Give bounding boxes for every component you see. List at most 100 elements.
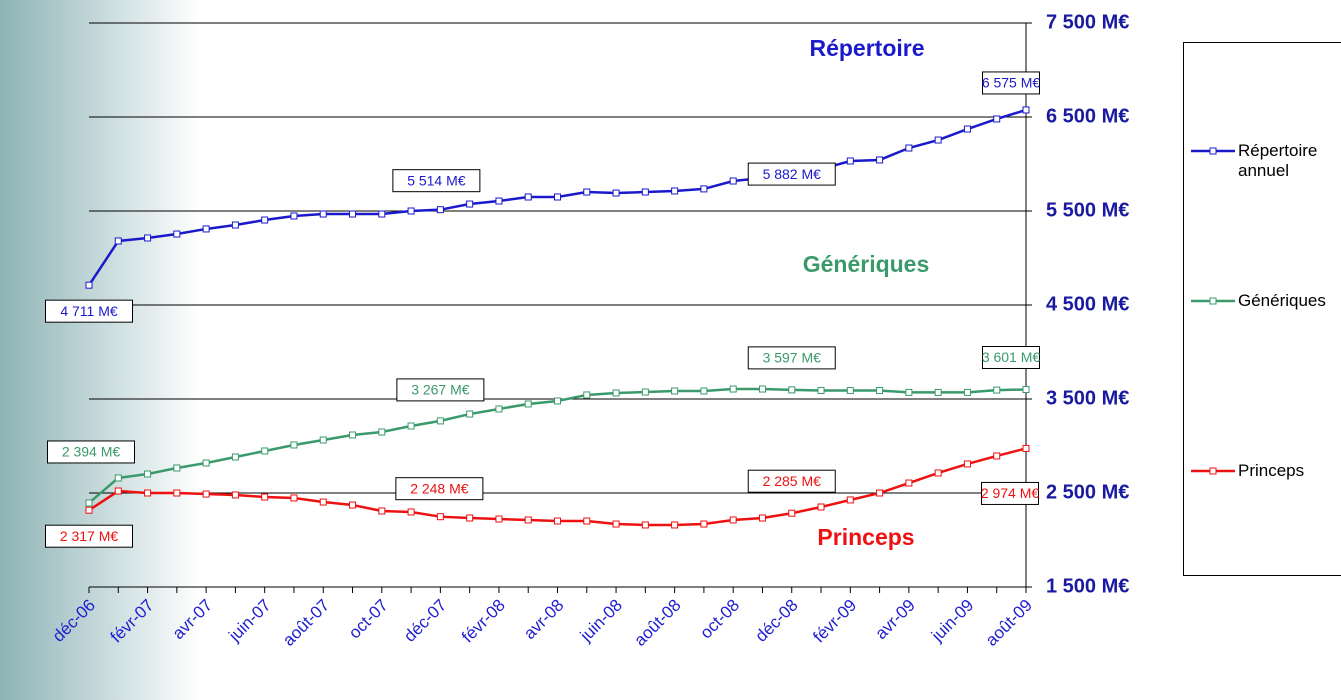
x-tick-label: avr-08 [520,596,568,644]
point-marker [524,193,532,201]
point-marker [993,115,1001,123]
x-tick-label: févr-09 [809,596,860,647]
point-marker [554,193,561,201]
point-marker [173,489,181,497]
background-gradient [0,0,200,700]
x-tick-label: oct-08 [696,596,743,643]
point-marker [495,197,503,205]
point-marker [290,212,298,220]
point-marker [173,230,181,238]
point-marker [349,431,357,439]
point-marker [261,447,269,455]
series-line [88,447,1027,527]
point-marker [231,221,239,229]
point-marker [817,387,825,395]
point-marker [641,388,649,396]
y-tick-label: 1 500 M€ [1046,575,1129,597]
point-marker [963,125,971,133]
point-marker [1022,386,1030,394]
point-marker [729,516,737,524]
point-marker [524,400,532,408]
point-marker [671,387,679,395]
data-label-box [747,469,836,493]
point-marker [378,428,386,436]
data-label-box [395,477,484,501]
point-marker [436,513,444,521]
point-marker [788,386,796,394]
point-marker [261,493,269,501]
point-marker [524,516,532,524]
x-tick-label: août-07 [279,596,333,650]
point-marker [876,156,884,164]
point-marker [495,405,503,413]
data-label: 5 514 M€ [407,172,466,188]
point-marker [85,499,93,507]
point-marker [612,389,620,397]
point-marker [466,410,474,418]
point-marker [729,385,737,393]
point-marker [729,177,737,185]
point-marker [641,521,649,529]
annotation: Génériques [803,251,930,277]
legend-label: Génériques [1238,291,1326,310]
point-marker [202,459,210,467]
legend-swatch [1191,147,1235,155]
x-tick-label: juin-07 [224,596,274,646]
data-label: 3 597 M€ [763,350,822,366]
point-marker [758,385,766,393]
point-marker [290,494,298,502]
point-marker [495,515,503,523]
x-tick-label: févr-08 [458,596,509,647]
point-marker [700,185,708,193]
data-label-box [396,378,485,402]
data-label: 2 974 M€ [981,485,1040,501]
point-marker [612,189,620,197]
point-marker [144,234,152,242]
point-marker [934,136,942,144]
data-label: 2 285 M€ [763,473,822,489]
data-label-box [981,481,1039,505]
point-marker [114,474,122,482]
point-marker [261,216,269,224]
data-label: 5 882 M€ [763,166,822,182]
y-tick-label: 2 500 M€ [1046,481,1129,503]
x-tick-label: août-09 [982,596,1036,650]
point-marker [993,452,1001,460]
point-marker [817,503,825,511]
point-marker [466,200,474,208]
point-marker [963,460,971,468]
point-marker [876,489,884,497]
data-label: 2 394 M€ [62,444,121,460]
point-marker [993,386,1001,394]
x-tick-label: déc-07 [400,596,450,646]
point-marker [905,144,913,152]
point-marker [846,387,854,395]
point-marker [876,387,884,395]
data-label-box [45,524,133,548]
point-marker [319,498,327,506]
data-label: 3 601 M€ [982,349,1041,365]
data-label-box [392,169,481,193]
point-marker [1022,444,1030,452]
point-marker [963,388,971,396]
point-marker [144,489,152,497]
x-tick-label: août-08 [630,596,684,650]
data-label-box [747,346,836,370]
annotation: Princeps [817,524,914,550]
point-marker [583,391,591,399]
legend-label: Répertoire annuel [1238,141,1318,180]
point-marker [202,490,210,498]
x-tick-label: juin-08 [576,596,626,646]
y-tick-label: 7 500 M€ [1046,11,1129,33]
data-label: 2 248 M€ [410,480,469,496]
legend-marker [1209,147,1217,155]
point-marker [319,210,327,218]
point-marker [202,225,210,233]
point-marker [554,397,561,405]
x-tick-label: avr-09 [871,596,919,644]
x-tick-label: déc-08 [752,596,802,646]
point-marker [641,188,649,196]
data-label-box [982,346,1040,370]
point-marker [407,422,415,430]
